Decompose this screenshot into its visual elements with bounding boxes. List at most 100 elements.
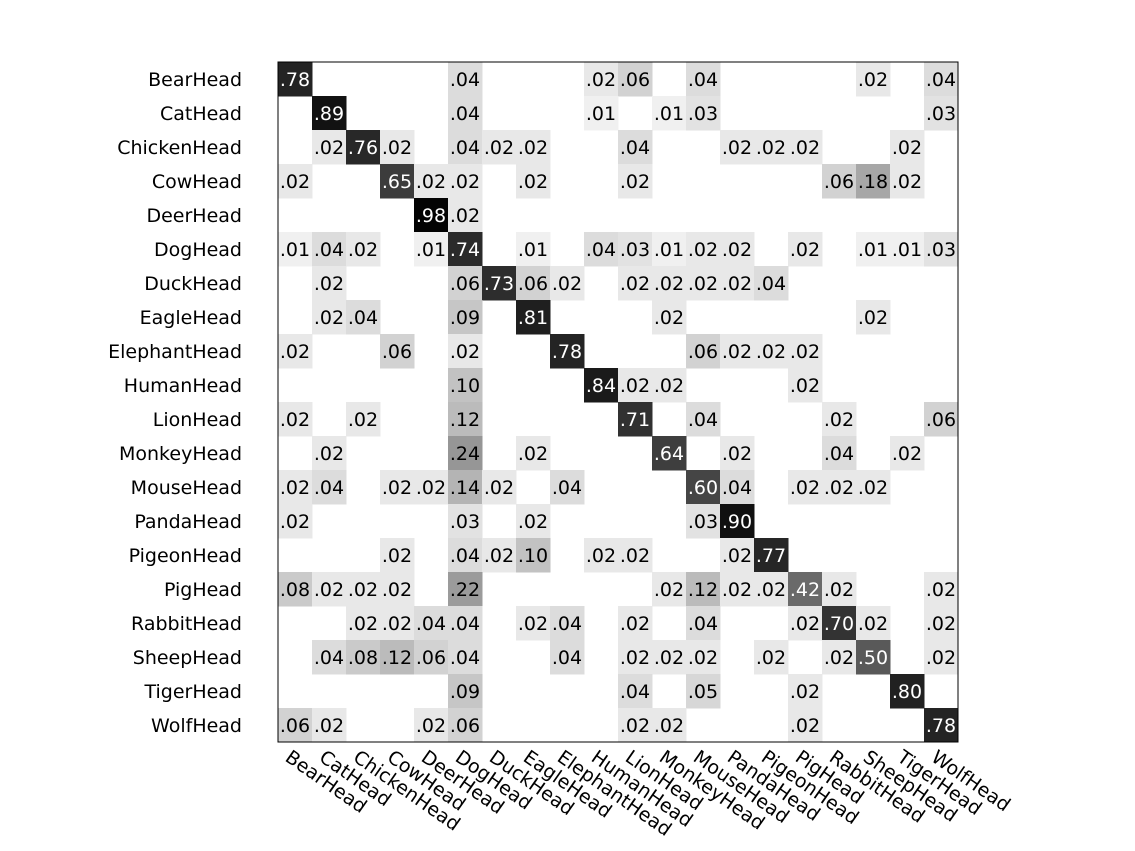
heatmap-cell <box>550 266 585 301</box>
row-tick-label: ElephantHead <box>108 341 242 363</box>
heatmap-cell <box>448 300 483 335</box>
cell-value-label: .02 <box>722 545 752 567</box>
heatmap-cell <box>584 538 619 573</box>
cell-value-label: .02 <box>382 579 412 601</box>
heatmap-cell <box>312 96 347 131</box>
heatmap-cell <box>890 436 925 471</box>
heatmap-cell <box>686 402 721 437</box>
cell-value-label: .08 <box>280 579 310 601</box>
row-tick-label: PandaHead <box>134 511 242 533</box>
cell-value-label: .02 <box>926 579 956 601</box>
heatmap-cell <box>380 572 415 607</box>
cell-value-label: .02 <box>280 409 310 431</box>
heatmap-cell <box>924 606 959 641</box>
cell-value-label: .02 <box>484 137 514 159</box>
cell-value-label: .02 <box>518 443 548 465</box>
heatmap-cell <box>414 606 449 641</box>
heatmap-cell <box>516 300 551 335</box>
heatmap-cell <box>516 130 551 165</box>
cell-value-label: .71 <box>620 409 650 431</box>
cell-value-label: .02 <box>688 647 718 669</box>
heatmap-cell <box>448 164 483 199</box>
heatmap-cell <box>312 436 347 471</box>
cell-value-label: .02 <box>722 239 752 261</box>
heatmap-cell <box>448 402 483 437</box>
heatmap-cell <box>754 334 789 369</box>
cell-value-label: .02 <box>824 477 854 499</box>
cell-value-label: .02 <box>688 273 718 295</box>
cell-value-label: .78 <box>926 715 956 737</box>
cell-value-label: .02 <box>518 171 548 193</box>
heatmap-cell <box>890 232 925 267</box>
heatmap-cell <box>278 504 313 539</box>
heatmap-cell <box>618 62 653 97</box>
cell-value-label: .06 <box>382 341 412 363</box>
cell-value-label: .02 <box>756 579 786 601</box>
cell-value-label: .02 <box>790 681 820 703</box>
cell-value-label: .01 <box>892 239 922 261</box>
heatmap-cell <box>686 232 721 267</box>
heatmap-cell <box>482 130 517 165</box>
heatmap-cell <box>312 640 347 675</box>
heatmap-cell <box>720 572 755 607</box>
heatmap-cell <box>482 538 517 573</box>
cell-value-label: .02 <box>756 341 786 363</box>
row-tick-label: LionHead <box>153 409 242 431</box>
cell-value-label: .02 <box>858 477 888 499</box>
row-tick-label: EagleHead <box>140 307 242 329</box>
cell-value-label: .04 <box>314 477 344 499</box>
cell-value-label: .06 <box>824 171 854 193</box>
heatmap-cell <box>278 572 313 607</box>
cell-value-label: .04 <box>620 137 650 159</box>
values-layer: .78.04.02.06.04.02.04.89.04.01.01.03.03.… <box>280 69 956 737</box>
row-tick-label: DuckHead <box>144 273 242 295</box>
cell-value-label: .02 <box>314 443 344 465</box>
cell-value-label: .02 <box>280 511 310 533</box>
cell-value-label: .02 <box>858 307 888 329</box>
cell-value-label: .02 <box>484 545 514 567</box>
row-tick-label: PigeonHead <box>129 545 242 567</box>
cell-value-label: .02 <box>858 69 888 91</box>
cell-value-label: .02 <box>892 171 922 193</box>
cell-value-label: .02 <box>518 613 548 635</box>
cell-value-label: .42 <box>790 579 820 601</box>
heatmap-cell <box>448 708 483 743</box>
heatmap-cell <box>448 266 483 301</box>
heatmap-cell <box>278 232 313 267</box>
heatmap-cell <box>720 130 755 165</box>
heatmap-cell <box>924 232 959 267</box>
heatmap-cell <box>448 232 483 267</box>
cell-value-label: .04 <box>450 647 480 669</box>
cell-value-label: .73 <box>484 273 514 295</box>
heatmap-cell <box>686 96 721 131</box>
heatmap-cell <box>380 470 415 505</box>
cell-value-label: .64 <box>654 443 684 465</box>
heatmap-cell <box>448 368 483 403</box>
row-tick-label: DogHead <box>154 239 242 261</box>
heatmap-cell <box>516 164 551 199</box>
heatmap-cell <box>448 130 483 165</box>
heatmap-cell <box>720 470 755 505</box>
cell-value-label: .04 <box>314 647 344 669</box>
cell-value-label: .04 <box>450 103 480 125</box>
cell-value-label: .02 <box>790 477 820 499</box>
row-tick-label: DeerHead <box>146 205 242 227</box>
cell-value-label: .04 <box>722 477 752 499</box>
cell-value-label: .84 <box>586 375 616 397</box>
cell-value-label: .65 <box>382 171 412 193</box>
cell-value-label: .01 <box>654 239 684 261</box>
cell-value-label: .03 <box>620 239 650 261</box>
cell-value-label: .02 <box>450 171 480 193</box>
cell-value-label: .02 <box>382 613 412 635</box>
heatmap-cell <box>652 640 687 675</box>
cell-value-label: .02 <box>722 579 752 601</box>
cell-value-label: .78 <box>552 341 582 363</box>
heatmap-cell <box>380 640 415 675</box>
heatmap-cell <box>346 232 381 267</box>
cell-value-label: .02 <box>416 477 446 499</box>
row-tick-label: CowHead <box>152 171 242 193</box>
cell-value-label: .12 <box>382 647 412 669</box>
heatmap-cell <box>278 470 313 505</box>
cell-value-label: .02 <box>824 579 854 601</box>
cell-value-label: .02 <box>654 375 684 397</box>
